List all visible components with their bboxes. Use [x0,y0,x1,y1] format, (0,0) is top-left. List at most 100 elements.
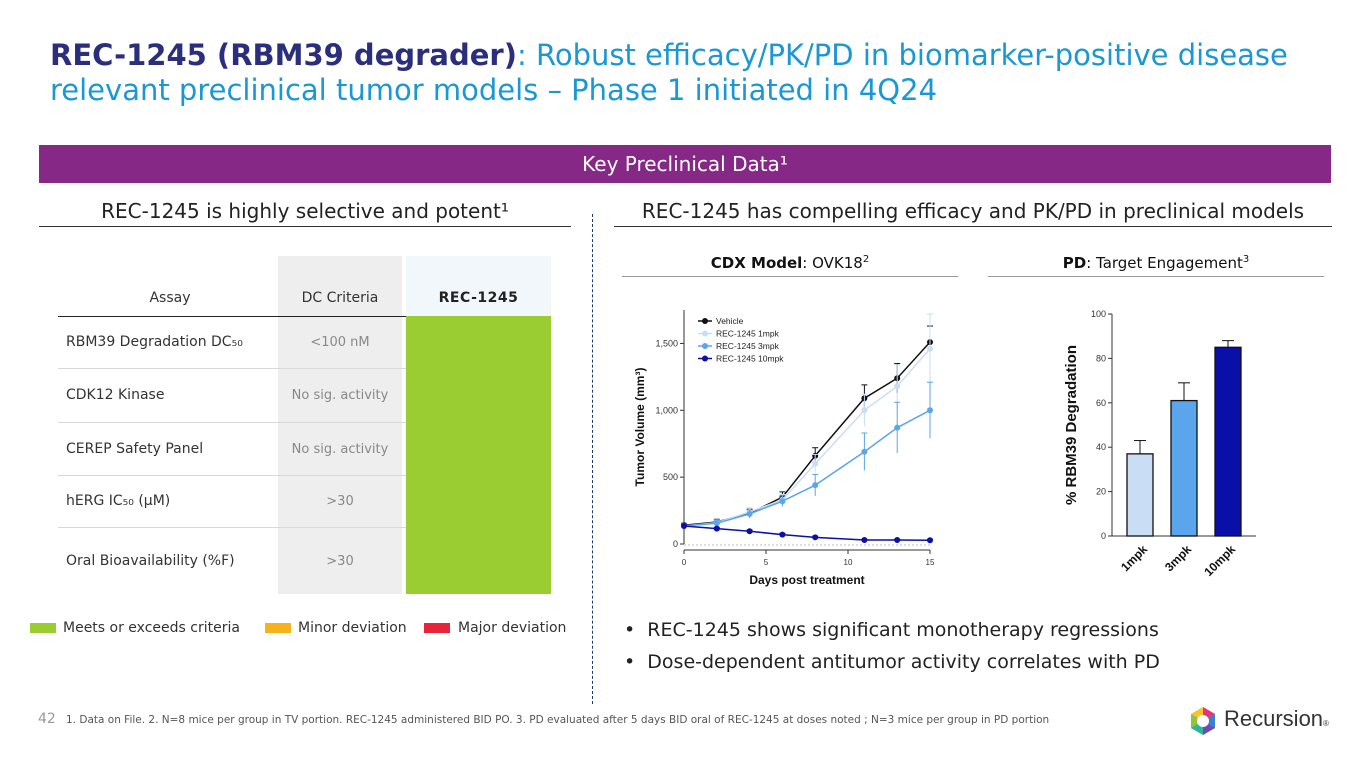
legend-marker [702,355,708,362]
row-divider [58,368,406,369]
legend-label: Vehicle [716,316,744,326]
series-line [683,525,931,542]
bar [1126,453,1154,537]
data-point [681,522,687,529]
bar [1170,399,1198,537]
brand-mark: ® [1323,719,1329,728]
x-tick-label: 15 [926,558,935,567]
row-divider [58,422,406,423]
recursion-logo-icon [1188,706,1218,736]
brand-text: Recursion [1224,706,1324,731]
table-header-rule [58,316,551,317]
legend-label-minor: Minor deviation [298,620,407,636]
data-point [861,448,868,455]
rec1245-status-cell [406,527,551,594]
data-point [927,537,933,544]
data-point [713,525,720,532]
legend-label: REC-1245 1mpk [716,329,780,339]
rec1245-status-cell [406,316,551,368]
x-tick-label: 1mpk [1118,542,1150,574]
legend-label: REC-1245 10mpk [716,354,784,364]
data-point [812,534,819,541]
data-point [894,536,901,543]
data-point [894,383,901,390]
dc-criteria-value: No sig. activity [291,388,389,403]
brand-name: Recursion® [1224,706,1329,732]
cdx-label-sup: 2 [862,254,870,265]
col-header-criteria: DC Criteria [301,290,379,306]
footnotes: 1. Data on File. 2. N=8 mice per group i… [66,714,1050,726]
dc-criteria-value: >30 [326,494,354,509]
y-tick-label: 500 [663,472,678,482]
data-point [861,407,868,414]
col-header-rec1245: REC-1245 [438,290,519,306]
right-heading-rule [614,226,1332,227]
title-rest: : Robust efficacy/PK/PD in biomarker-pos… [50,38,1288,107]
y-tick-label: 40 [1096,442,1106,452]
legend-label-meets: Meets or exceeds criteria [63,620,240,636]
cdx-label-rest: : OVK18 [802,254,863,272]
data-point [779,498,786,505]
assay-name: RBM39 Degradation DC₅₀ [66,334,243,350]
data-point [746,528,753,535]
data-point [812,482,819,489]
dc-criteria-value: >30 [326,553,354,569]
assay-name: hERG IC₅₀ (µM) [66,493,171,509]
y-axis-label: % RBM39 Degradation [1063,345,1080,505]
data-point [746,510,753,517]
assay-name: Oral Bioavailability (%F) [66,552,235,569]
pd-label-sup: 3 [1242,254,1250,265]
legend-swatch-meets [30,623,56,633]
data-point [713,520,720,527]
left-heading-rule [39,226,571,227]
data-point [894,424,901,431]
rec1245-status-cell [406,475,551,527]
right-section-heading: REC-1245 has compelling efficacy and PK/… [641,199,1305,223]
col-header-assay: Assay [149,290,191,306]
data-point [861,536,868,543]
pd-label-bold: PD [1062,254,1087,272]
y-axis-label: Tumor Volume (mm³) [633,368,647,487]
y-tick-label: 1,500 [655,338,678,348]
data-point [812,460,819,467]
bullet-1: • REC-1245 shows significant monotherapy… [624,619,1159,641]
pd-label-rest: : Target Engagement [1086,254,1243,272]
x-tick-label: 10mpk [1201,542,1238,579]
rbm39-degradation-bar-chart: 0 20 40 60 80 100 % RBM39 Degradation 1mpk 3mpk 1… [1063,309,1256,579]
x-tick-label: 3mpk [1162,542,1194,574]
legend-swatch-major [424,623,450,633]
x-tick-label: 10 [844,558,853,567]
dc-criteria-value: <100 nM [310,335,370,350]
criteria-column-bg [278,256,402,594]
tumor-volume-line-chart: 0 500 1,000 1,500 0 5 10 15 Days post treatment T… [633,310,935,587]
x-tick-label: 5 [764,558,769,567]
x-tick-label: 0 [682,558,687,567]
pd-subheading-rule [988,276,1324,277]
x-axis-label: Days post treatment [749,573,864,587]
left-section-heading: REC-1245 is highly selective and potent¹ [101,199,509,223]
pd-subheading: PD: Target Engagement3 [988,254,1324,272]
series-line [683,341,931,527]
bullet-1-text: REC-1245 shows significant monotherapy r… [647,619,1159,641]
legend-marker [702,318,708,324]
title-bold: REC-1245 (RBM39 degrader) [50,38,517,72]
y-tick-label: 60 [1096,398,1106,408]
y-tick-label: 1,000 [655,405,678,415]
page-title: REC-1245 (RBM39 degrader): Robust effica… [50,38,1340,108]
legend-marker [702,343,708,349]
data-point [927,407,933,414]
row-divider [58,475,406,476]
y-tick-label: 80 [1096,353,1106,363]
rec1245-status-cell [406,368,551,422]
rec1245-status-cell [406,422,551,475]
series-line [683,348,931,527]
dc-criteria-value: No sig. activity [291,441,389,457]
section-banner: Key Preclinical Data¹ [39,145,1331,183]
page-number: 42 [38,711,56,727]
cdx-subheading: CDX Model: OVK182 [622,254,958,272]
legend-marker [702,330,708,337]
assay-name: CEREP Safety Panel [66,440,204,457]
legend-label-major: Major deviation [458,620,567,636]
bullet-2-text: Dose-dependent antitumor activity correl… [647,651,1160,673]
rec-header-bg [406,256,551,316]
